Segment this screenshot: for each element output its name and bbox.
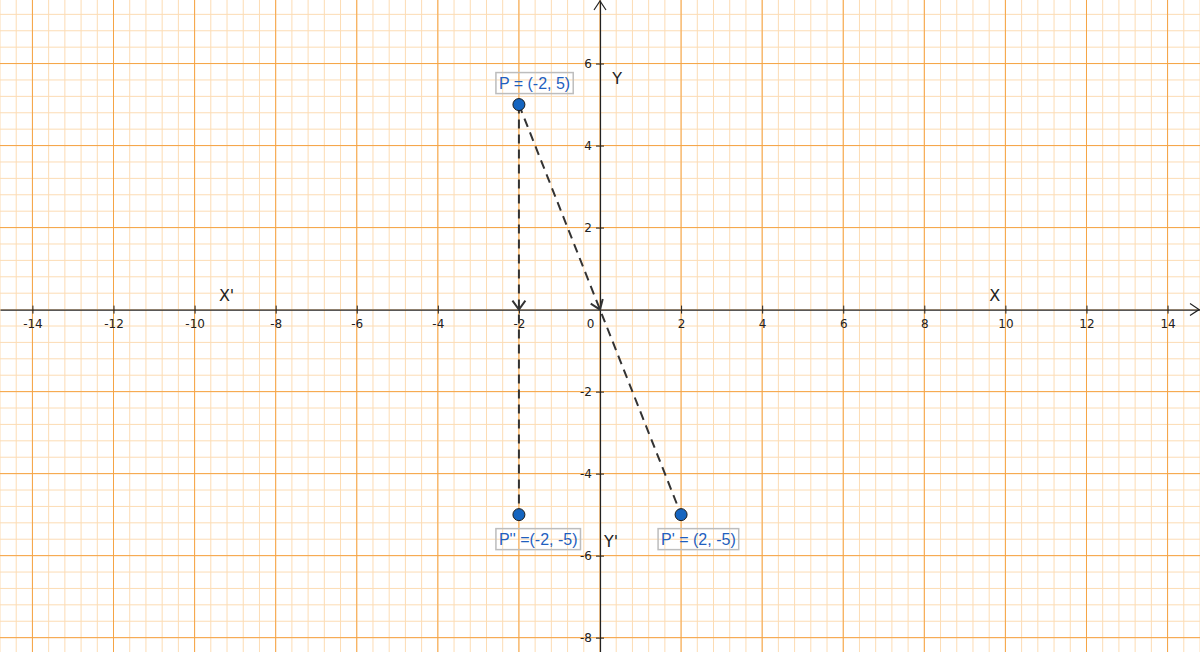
grid-line	[600, 0, 601, 652]
y-axis-line	[600, 1, 601, 652]
y-tick: -4	[580, 467, 604, 481]
y-tick-mark	[596, 228, 604, 229]
y-tick: 2	[584, 221, 604, 235]
x-tick-mark	[924, 306, 925, 314]
point-label: P' = (2, -5)	[661, 531, 736, 548]
x-tick: 4	[759, 306, 767, 332]
connector-line	[519, 105, 681, 515]
label-box	[496, 73, 573, 94]
x-tick-label: 14	[1160, 317, 1175, 331]
y-tick-mark	[596, 474, 604, 475]
x-tick: 2	[678, 306, 686, 332]
x-tick-label: 6	[840, 317, 848, 331]
x-tick-mark	[32, 306, 33, 314]
x-tick-label: 2	[678, 317, 686, 331]
x-tick-mark	[762, 306, 763, 314]
plot-area	[512, 99, 687, 521]
x-tick: -6	[351, 306, 363, 332]
axis-arrows	[594, 1, 1199, 316]
x-tick-mark	[843, 306, 844, 314]
x-tick-label: 8	[921, 317, 929, 331]
x-tick: 10	[998, 306, 1013, 332]
axis-name: X	[989, 286, 1000, 305]
y-tick-label: -4	[580, 467, 592, 481]
x-tick: 8	[921, 306, 929, 332]
y-tick-label: 6	[584, 57, 592, 71]
x-tick-mark	[438, 306, 439, 314]
x-tick-label: -14	[23, 317, 43, 331]
x-tick-label: -10	[185, 317, 205, 331]
x-tick: -4	[432, 306, 444, 332]
y-axis: -8 -6 -4 -2 2 4 6	[580, 1, 604, 652]
point-labels: P = (-2, 5) P' = (2, -5) P'' =(-2, -5)	[496, 73, 739, 550]
x-axis-arrow	[1190, 304, 1199, 316]
y-tick: -6	[580, 549, 604, 563]
point	[513, 509, 525, 521]
x-tick-label: -4	[432, 317, 444, 331]
y-axis-arrow	[594, 1, 606, 10]
x-tick-label: -8	[270, 317, 282, 331]
x-tick: 6	[840, 306, 848, 332]
y-tick-mark	[596, 556, 604, 557]
x-tick: -8	[270, 306, 282, 332]
y-tick-mark	[596, 392, 604, 393]
direction-arrow	[512, 301, 525, 310]
y-tick: -8	[580, 631, 604, 645]
point	[513, 99, 525, 111]
label-box	[496, 529, 581, 550]
x-tick-mark	[195, 306, 196, 314]
y-tick-label: -2	[580, 385, 592, 399]
x-tick-label: -6	[351, 317, 363, 331]
y-tick: 4	[584, 139, 604, 153]
x-tick: -10	[185, 306, 205, 332]
point-label: P'' =(-2, -5)	[499, 531, 578, 548]
major-grid	[0, 0, 1200, 652]
chart: -14-12-10-8-6-4-202468101214-8-6-4-2246P…	[0, 0, 1200, 652]
x-tick-mark	[1168, 306, 1169, 314]
point	[675, 509, 687, 521]
direction-arrow	[591, 299, 603, 310]
minor-grid	[0, 0, 1200, 652]
x-tick-mark	[276, 306, 277, 314]
y-tick-label: -8	[580, 631, 592, 645]
y-tick: -2	[580, 385, 604, 399]
y-tick-mark	[596, 64, 604, 65]
axis-name: Y	[611, 69, 622, 88]
y-tick-label: 2	[584, 221, 592, 235]
y-tick-label: -6	[580, 549, 592, 563]
x-tick-mark	[114, 306, 115, 314]
x-tick-label: 0	[587, 317, 595, 331]
annotations: X' X Y Y'	[219, 69, 1000, 551]
x-tick-mark	[681, 306, 682, 314]
x-tick: 12	[1079, 306, 1094, 332]
y-tick-mark	[596, 638, 604, 639]
x-tick-label: 12	[1079, 317, 1094, 331]
x-tick-label: -12	[104, 317, 124, 331]
axis-name: Y'	[603, 532, 618, 551]
minor-grid-line	[600, 0, 601, 652]
x-tick: 14	[1160, 306, 1175, 332]
x-tick-label: 10	[998, 317, 1013, 331]
point-label: P = (-2, 5)	[499, 75, 570, 92]
x-tick-mark	[1005, 306, 1006, 314]
axis-name: X'	[219, 286, 234, 305]
x-tick: -14	[23, 306, 43, 332]
label-box	[658, 529, 739, 550]
x-tick: -12	[104, 306, 124, 332]
y-tick-label: 4	[584, 139, 592, 153]
x-tick-mark	[357, 306, 358, 314]
x-tick-label: 4	[759, 317, 767, 331]
y-tick-mark	[596, 146, 604, 147]
x-tick-mark	[1086, 306, 1087, 314]
y-tick: 6	[584, 57, 604, 71]
